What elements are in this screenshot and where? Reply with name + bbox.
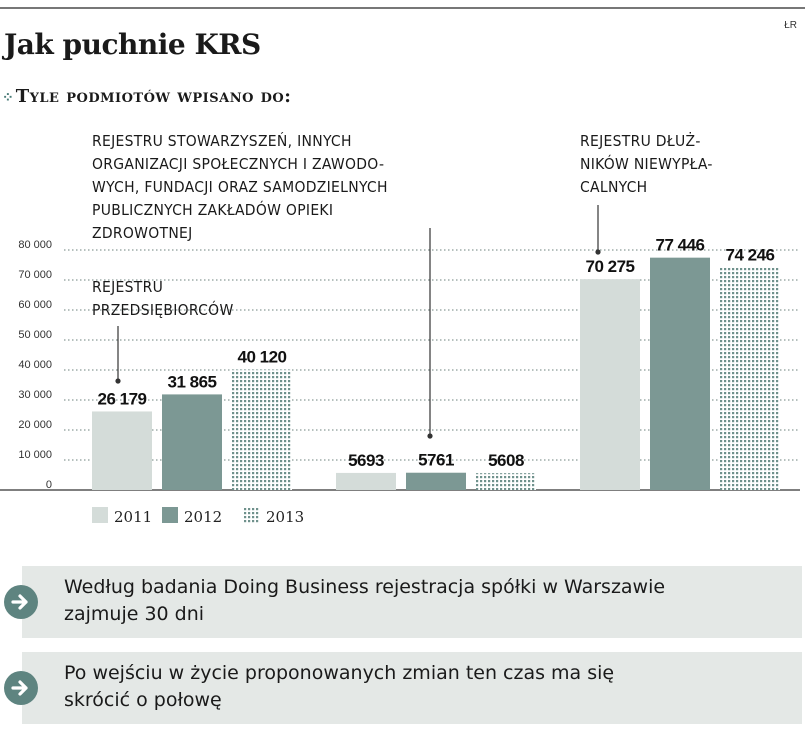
author-credit: ŁR: [784, 20, 797, 31]
page-title: Jak puchnie KRS: [4, 28, 261, 61]
annotation-ngo-register-line: ZDROWOTNEJ: [92, 224, 193, 242]
bar-2012-1: [406, 472, 466, 490]
value-label: 74 246: [726, 245, 775, 264]
value-label: 40 120: [238, 348, 287, 367]
value-label: 5761: [418, 451, 454, 470]
bar-2013-0: [232, 369, 292, 490]
annotation-ngo-register-line: ORGANIZACJI SPOŁECZNYCH I ZAWODO-: [92, 155, 384, 173]
bar-2011-0: [92, 411, 152, 490]
legend-swatch-2011: [92, 507, 108, 523]
value-label: 5693: [348, 451, 384, 470]
top-rule: [0, 7, 805, 9]
leader-debtors-dot: [595, 249, 601, 255]
note-text-2: Po wejściu w życie proponowanych zmian t…: [64, 660, 614, 714]
value-label: 5608: [488, 451, 524, 470]
y-tick-label: 40 000: [18, 359, 52, 371]
leader-ngo-dot: [427, 433, 433, 439]
note-2-line-2: skrócić o połowę: [64, 689, 222, 711]
note-2-line-1: Po wejściu w życie proponowanych zmian t…: [64, 662, 615, 684]
dots-icon: ⁘: [2, 90, 14, 106]
leader-entrepreneurs-dot: [115, 378, 121, 384]
annotation-ngo-register-line: REJESTRU STOWARZYSZEŃ, INNYCH: [92, 131, 352, 150]
note-text-1: Według badania Doing Business rejestracj…: [64, 574, 665, 628]
bar-2013-2: [720, 267, 780, 490]
bar-2012-2: [650, 257, 710, 490]
bar-2011-2: [580, 279, 640, 490]
note-1-line-2: zajmuje 30 dni: [64, 603, 205, 625]
arrow-right-icon: [4, 585, 38, 619]
legend-swatch-2013: [244, 507, 260, 523]
y-tick-label: 60 000: [18, 299, 52, 311]
annotation-ngo-register-line: WYCH, FUNDACJI ORAZ SAMODZIELNYCH: [92, 178, 388, 196]
y-tick-label: 20 000: [18, 419, 52, 431]
value-label: 26 179: [98, 389, 147, 408]
value-label: 31 865: [168, 372, 217, 391]
y-tick-label: 70 000: [18, 269, 52, 281]
annotation-debtors-register-line: REJESTRU DŁUŻ-: [580, 131, 701, 150]
value-label: 70 275: [586, 257, 635, 276]
y-tick-label: 10 000: [18, 449, 52, 461]
bar-2012-0: [162, 394, 222, 490]
arrow-right-icon: [4, 671, 38, 705]
y-tick-label: 50 000: [18, 329, 52, 341]
legend-swatch-2012: [162, 507, 178, 523]
info-note-1: Według badania Doing Business rejestracj…: [4, 566, 802, 638]
chart-subtitle: ⁘ Tyle podmiotów wpisano do:: [2, 86, 291, 107]
annotation-debtors-register-line: NIKÓW NIEWYPŁA-: [580, 154, 713, 173]
bar-2013-1: [476, 473, 536, 490]
legend-label-2011: 2011: [114, 508, 152, 526]
annotation-entrepreneurs-register-line: PRZEDSIĘBIORCÓW: [92, 300, 234, 319]
annotation-ngo-register-line: PUBLICZNYCH ZAKŁADÓW OPIEKI: [92, 200, 333, 219]
value-label: 77 446: [656, 236, 705, 255]
annotation-entrepreneurs-register-line: REJESTRU: [92, 278, 163, 296]
legend-label-2013: 2013: [266, 508, 304, 526]
annotation-debtors-register-line: CALNYCH: [580, 178, 647, 196]
y-tick-label: 80 000: [18, 239, 52, 251]
subtitle-text: Tyle podmiotów wpisano do:: [15, 86, 292, 107]
bar-chart: 0 10 000 20 000 30 000 40 000 50 000 60 000 70 …: [0, 131, 800, 526]
info-note-2: Po wejściu w życie proponowanych zmian t…: [4, 652, 802, 724]
bar-2011-1: [336, 472, 396, 490]
y-tick-label: 0: [46, 479, 52, 491]
y-tick-label: 30 000: [18, 389, 52, 401]
note-1-line-1: Według badania Doing Business rejestracj…: [64, 576, 666, 598]
legend-label-2012: 2012: [184, 508, 222, 526]
